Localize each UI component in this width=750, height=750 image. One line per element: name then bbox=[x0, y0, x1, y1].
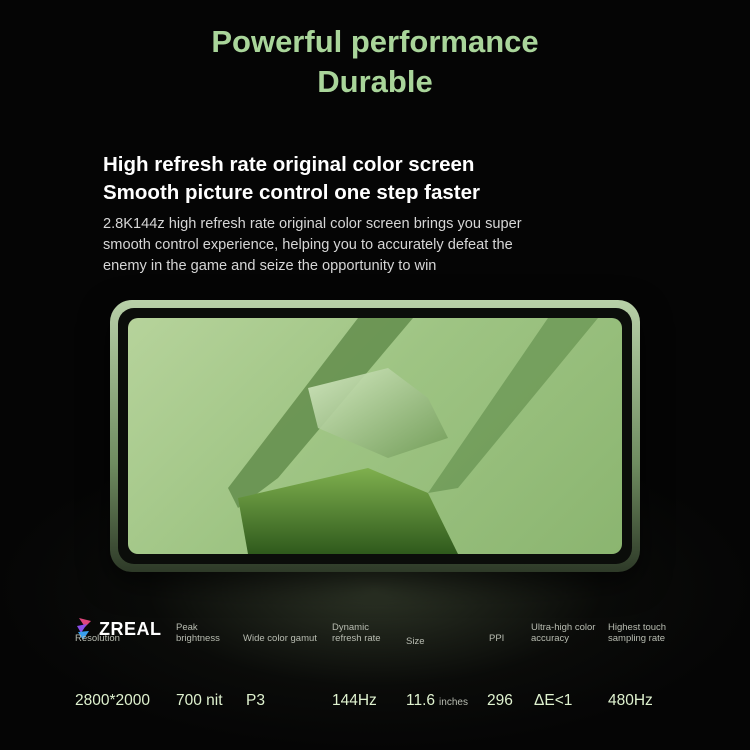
spec-label: PPI bbox=[489, 633, 505, 644]
spec-value: 296 bbox=[487, 692, 513, 709]
headline-line2: Durable bbox=[317, 64, 433, 99]
brand-logo: ZREAL bbox=[75, 618, 162, 640]
screen-wallpaper bbox=[228, 318, 598, 554]
spec-label: Dynamic refresh rate bbox=[332, 622, 381, 644]
spec-label: Resolution bbox=[75, 633, 120, 644]
spec-value: 11.6 bbox=[406, 692, 436, 709]
feature-title: High refresh rate original color screen … bbox=[103, 151, 480, 207]
tablet-image bbox=[110, 300, 640, 572]
spec-label: Size bbox=[406, 636, 425, 647]
spec-value: 480Hz bbox=[608, 692, 653, 709]
description-line: 2.8K144z high refresh rate original colo… bbox=[103, 216, 522, 232]
headline: Powerful performance Durable bbox=[0, 22, 750, 102]
spec-label: Peak brightness bbox=[176, 622, 220, 644]
spec-value: ΔE<1 bbox=[534, 692, 573, 709]
tablet-screen bbox=[128, 318, 622, 554]
tablet-bezel bbox=[118, 308, 632, 564]
feature-description: 2.8K144z high refresh rate original colo… bbox=[103, 214, 522, 277]
description-line: smooth control experience, helping you t… bbox=[103, 237, 513, 253]
feature-title-line2: Smooth picture control one step faster bbox=[103, 181, 481, 204]
feature-title-line1: High refresh rate original color screen bbox=[103, 153, 475, 176]
spec-label: Highest touch sampling rate bbox=[608, 622, 667, 644]
description-line: enemy in the game and seize the opportun… bbox=[103, 258, 437, 274]
spec-label: Wide color gamut bbox=[243, 633, 317, 644]
spec-unit: inches bbox=[439, 697, 468, 708]
zreal-logo-icon bbox=[77, 618, 91, 640]
spec-value: 2800*2000 bbox=[75, 692, 150, 709]
spec-label: Ultra-high color accuracy bbox=[531, 622, 596, 644]
headline-line1: Powerful performance bbox=[211, 24, 539, 59]
spec-value: 144Hz bbox=[332, 692, 377, 709]
brand-name: ZREAL bbox=[99, 618, 162, 639]
spec-value: P3 bbox=[246, 692, 265, 709]
spec-value: 700 nit bbox=[176, 692, 223, 709]
